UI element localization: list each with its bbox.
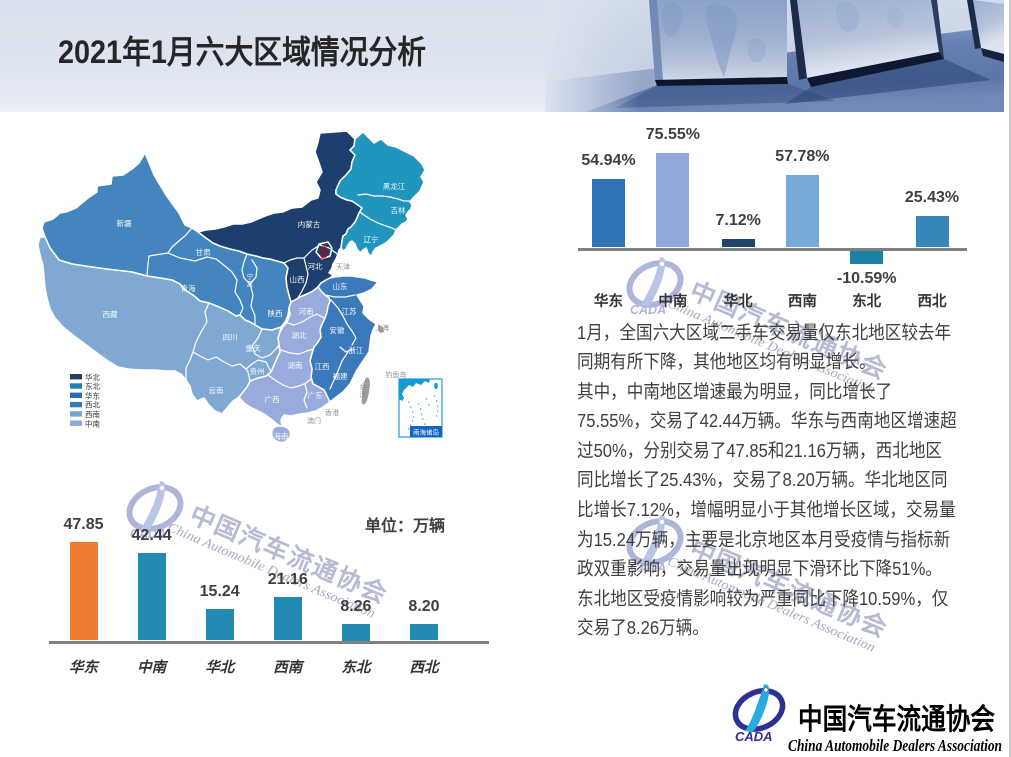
svg-text:湖北: 湖北 [292,331,307,340]
svg-text:南海诸岛: 南海诸岛 [413,428,439,437]
svg-text:重庆: 重庆 [246,343,261,353]
svg-text:上海: 上海 [375,323,389,332]
svg-text:吉林: 吉林 [391,205,406,215]
svg-text:甘肃: 甘肃 [196,247,211,257]
svg-text:CADA: CADA [130,527,166,541]
svg-text:海南: 海南 [274,431,289,441]
svg-text:华北: 华北 [85,372,100,382]
svg-text:台: 台 [360,382,367,391]
svg-text:山西: 山西 [290,274,305,284]
svg-text:辽宁: 辽宁 [364,234,379,244]
svg-text:江苏: 江苏 [342,306,357,316]
svg-text:湾: 湾 [360,390,367,399]
svg-text:西北: 西北 [85,401,100,410]
svg-text:山东: 山东 [333,281,348,291]
svg-text:西南: 西南 [85,409,100,419]
svg-text:云南: 云南 [209,385,224,395]
svg-text:宁: 宁 [247,272,254,281]
svg-text:China Automobile Dealers Assoc: China Automobile Dealers Association [788,736,1002,755]
svg-text:青海: 青海 [181,283,196,293]
svg-text:江西: 江西 [315,362,330,371]
svg-text:广东: 广东 [308,390,323,400]
svg-text:夏: 夏 [247,280,254,288]
svg-text:西藏: 西藏 [103,309,118,319]
svg-text:四川: 四川 [223,333,238,342]
svg-text:福建: 福建 [333,371,348,381]
svg-text:新疆: 新疆 [117,218,132,228]
svg-text:澳门: 澳门 [307,416,321,425]
svg-text:CADA: CADA [630,303,666,317]
svg-text:浙江: 浙江 [349,345,364,355]
svg-text:东北: 东北 [85,381,100,391]
svg-text:钓鱼岛: 钓鱼岛 [386,370,407,379]
svg-text:中国汽车流通协会: 中国汽车流通协会 [798,702,995,736]
svg-text:中南: 中南 [85,418,100,428]
svg-text:河南: 河南 [299,306,314,316]
svg-text:广西: 广西 [265,394,280,404]
svg-text:天津: 天津 [336,263,350,271]
svg-text:北: 北 [321,244,328,253]
svg-text:CADA: CADA [630,561,666,575]
svg-text:内蒙古: 内蒙古 [298,219,321,229]
svg-text:香港: 香港 [325,408,339,417]
svg-text:贵州: 贵州 [250,366,265,376]
svg-text:湖南: 湖南 [288,360,303,370]
svg-text:CADA: CADA [735,729,773,744]
svg-text:京: 京 [321,252,328,261]
svg-text:陕西: 陕西 [268,308,283,318]
svg-text:河北: 河北 [308,262,323,271]
svg-text:华东: 华东 [85,390,100,400]
svg-text:安徽: 安徽 [330,325,345,335]
svg-text:黑龙江: 黑龙江 [383,181,406,191]
